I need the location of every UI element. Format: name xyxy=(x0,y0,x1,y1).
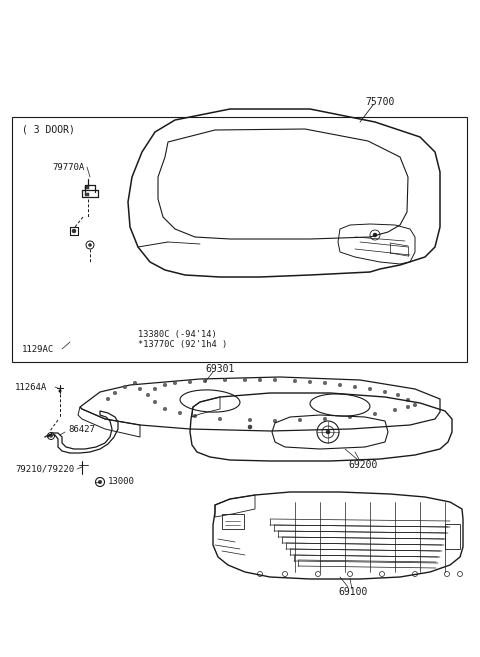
Text: *13770C (92'1h4 ): *13770C (92'1h4 ) xyxy=(138,340,227,350)
Circle shape xyxy=(323,381,327,385)
Circle shape xyxy=(88,244,92,246)
Circle shape xyxy=(273,419,277,423)
Circle shape xyxy=(396,393,400,397)
Circle shape xyxy=(223,378,227,382)
Text: 13000: 13000 xyxy=(108,478,135,486)
Text: 13380C (-94'14): 13380C (-94'14) xyxy=(138,330,217,340)
Text: 69100: 69100 xyxy=(338,587,367,597)
Circle shape xyxy=(138,387,142,391)
Text: 79210/79220: 79210/79220 xyxy=(15,464,74,474)
Circle shape xyxy=(153,387,157,391)
Circle shape xyxy=(393,408,397,412)
Circle shape xyxy=(326,430,330,434)
Circle shape xyxy=(308,380,312,384)
Circle shape xyxy=(193,414,197,418)
Circle shape xyxy=(348,415,352,419)
Circle shape xyxy=(293,379,297,383)
Circle shape xyxy=(173,381,177,385)
Bar xyxy=(222,514,244,529)
Circle shape xyxy=(163,407,167,411)
Text: 86427: 86427 xyxy=(68,424,95,434)
Circle shape xyxy=(248,419,252,422)
Circle shape xyxy=(368,387,372,391)
Circle shape xyxy=(133,381,137,385)
Circle shape xyxy=(373,233,377,237)
Text: 69200: 69200 xyxy=(348,460,377,470)
Bar xyxy=(12,117,467,362)
Circle shape xyxy=(373,412,377,416)
Circle shape xyxy=(153,400,157,404)
Circle shape xyxy=(59,390,61,392)
Circle shape xyxy=(98,480,102,484)
Circle shape xyxy=(72,229,76,233)
Circle shape xyxy=(178,411,182,415)
Circle shape xyxy=(218,417,222,420)
Circle shape xyxy=(163,383,167,387)
Circle shape xyxy=(353,385,357,389)
Circle shape xyxy=(413,403,417,407)
Text: 11264A: 11264A xyxy=(15,382,47,392)
Text: 75700: 75700 xyxy=(365,97,395,107)
Circle shape xyxy=(273,378,277,382)
Circle shape xyxy=(248,425,252,429)
Circle shape xyxy=(406,405,410,409)
Bar xyxy=(85,193,89,196)
Circle shape xyxy=(203,379,207,383)
Circle shape xyxy=(258,378,262,382)
Text: 1129AC: 1129AC xyxy=(22,344,54,353)
Circle shape xyxy=(49,434,52,438)
Text: 69301: 69301 xyxy=(205,364,234,374)
Text: ( 3 DOOR): ( 3 DOOR) xyxy=(22,124,75,134)
Circle shape xyxy=(106,397,110,401)
Circle shape xyxy=(123,385,127,389)
Bar xyxy=(445,524,460,549)
Circle shape xyxy=(383,390,387,394)
Circle shape xyxy=(188,380,192,384)
Circle shape xyxy=(298,419,302,422)
Circle shape xyxy=(113,391,117,395)
Circle shape xyxy=(323,417,327,420)
Circle shape xyxy=(406,398,410,402)
Circle shape xyxy=(338,383,342,387)
Bar xyxy=(85,186,89,189)
Circle shape xyxy=(243,378,247,382)
Text: 79770A: 79770A xyxy=(52,162,84,171)
Circle shape xyxy=(146,393,150,397)
